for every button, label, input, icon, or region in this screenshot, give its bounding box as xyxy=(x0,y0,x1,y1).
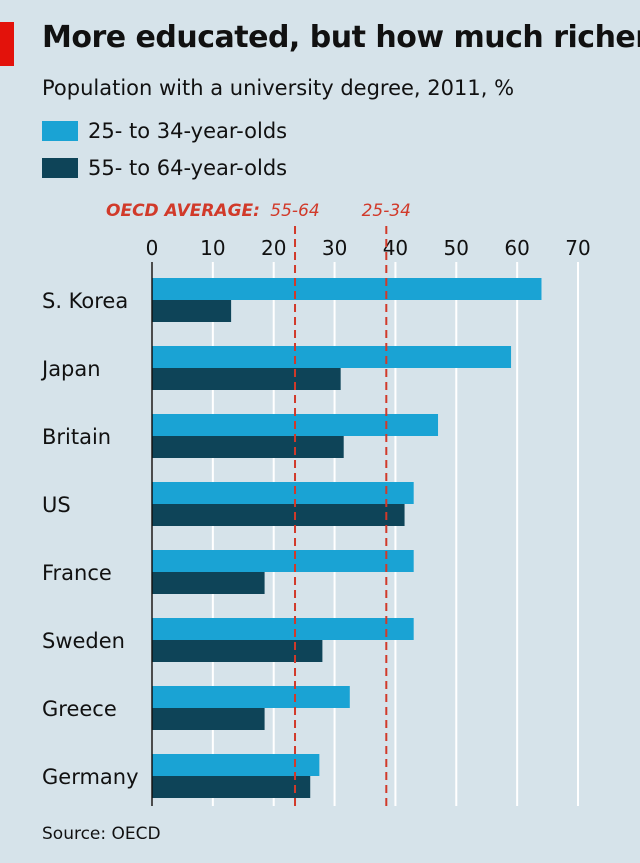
accent-bar xyxy=(0,22,14,66)
x-tick-label-20: 20 xyxy=(261,236,286,260)
bar-young xyxy=(152,278,542,300)
category-label: Sweden xyxy=(42,629,125,653)
category-label: Greece xyxy=(42,697,117,721)
bar-old xyxy=(152,640,323,662)
legend-item-old: 55- to 64-year-olds xyxy=(42,156,287,180)
category-label: France xyxy=(42,561,112,585)
bar-old xyxy=(152,504,405,526)
x-tick-label-0: 0 xyxy=(146,236,159,260)
bar-old xyxy=(152,368,341,390)
average-label-55-64: 55-64 xyxy=(270,201,319,221)
bar-old xyxy=(152,776,311,798)
x-tick-label-50: 50 xyxy=(444,236,469,260)
x-tick-label-60: 60 xyxy=(504,236,529,260)
bar-old xyxy=(152,572,265,594)
x-tick-label-30: 30 xyxy=(322,236,347,260)
legend-swatch-old xyxy=(42,158,78,178)
category-label: Britain xyxy=(42,425,111,449)
bar-old xyxy=(152,708,265,730)
bar-young xyxy=(152,618,414,640)
bar-young xyxy=(152,482,414,504)
category-label: S. Korea xyxy=(42,289,128,313)
x-tick-label-70: 70 xyxy=(565,236,590,260)
bar-young xyxy=(152,754,320,776)
legend-swatch-young xyxy=(42,121,78,141)
category-label: US xyxy=(42,493,71,517)
chart-subtitle: Population with a university degree, 201… xyxy=(42,76,515,100)
legend-item-young: 25- to 34-year-olds xyxy=(42,119,287,143)
bar-old xyxy=(152,300,232,322)
legend-label-old: 55- to 64-year-olds xyxy=(88,156,288,180)
average-label-25-34: 25-34 xyxy=(362,201,411,221)
source-note: Source: OECD xyxy=(42,824,161,844)
chart-title: More educated, but how much richer? xyxy=(42,20,640,55)
oecd-average-label: OECD AVERAGE: xyxy=(106,201,260,221)
category-label: Japan xyxy=(40,357,101,381)
category-label: Germany xyxy=(42,765,139,789)
legend-label-young: 25- to 34-year-olds xyxy=(88,119,288,143)
bar-old xyxy=(152,436,344,458)
bar-young xyxy=(152,346,512,368)
x-tick-label-10: 10 xyxy=(200,236,225,260)
bar-young xyxy=(152,686,350,708)
bar-young xyxy=(152,550,414,572)
